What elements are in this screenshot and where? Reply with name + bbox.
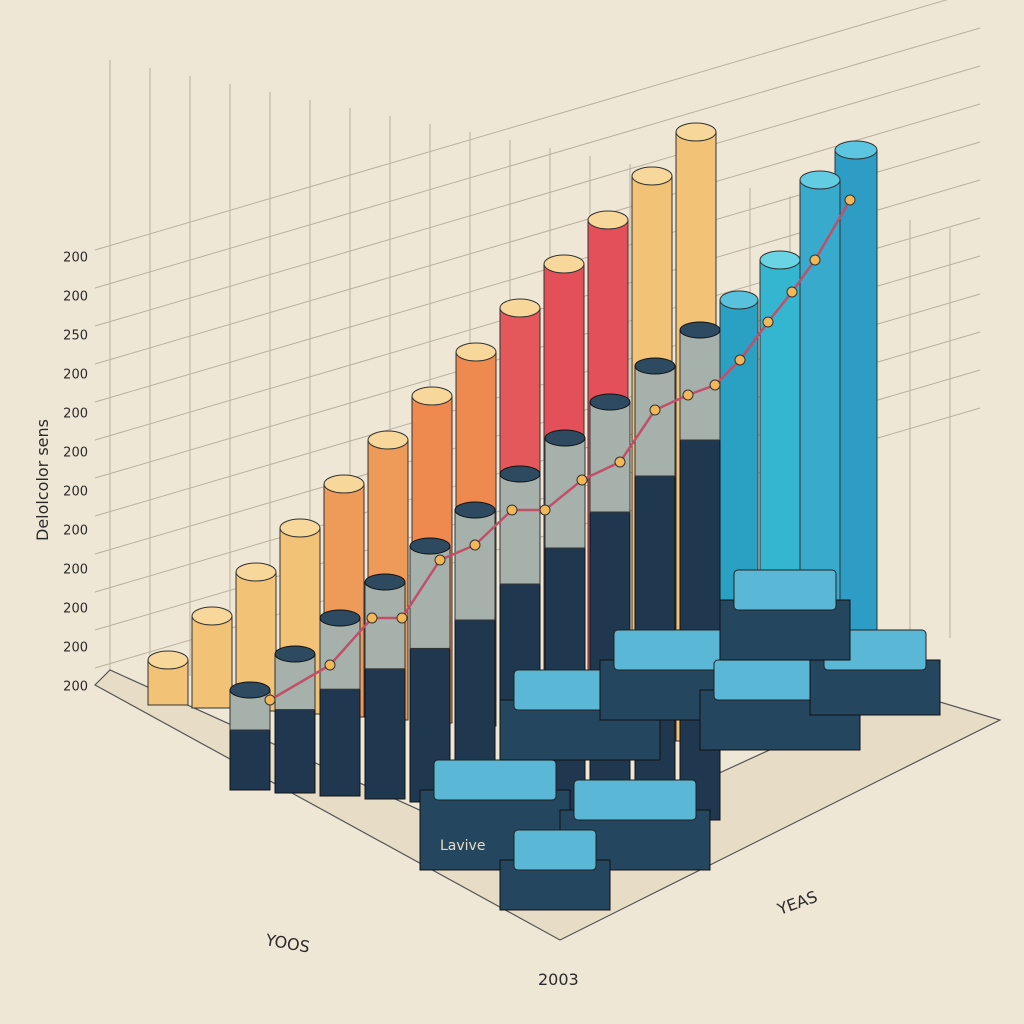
bar-cap	[587, 210, 629, 230]
trend-dot	[434, 554, 446, 566]
bar-cap	[147, 650, 189, 670]
bar-cap	[274, 645, 316, 663]
trend-dot	[809, 254, 821, 266]
trend-dot	[539, 504, 551, 516]
bar-cap	[319, 609, 361, 627]
bar-body	[191, 615, 233, 709]
y-axis-labels: 200 200 250 200 200 200 200 200 200 200 200 200	[63, 251, 88, 695]
grid-line	[94, 103, 981, 365]
trend-dot	[506, 504, 518, 516]
trend-dot	[614, 456, 626, 468]
bar-cap	[235, 562, 277, 582]
bar-cap	[589, 393, 631, 411]
trend-dot	[709, 379, 721, 391]
bar-cap	[279, 518, 321, 538]
trend-dot	[264, 694, 276, 706]
bar-cap	[679, 321, 721, 339]
bar-cap	[543, 254, 585, 274]
bar-cap	[499, 298, 541, 318]
bar-segment	[364, 581, 406, 670]
trend-dot	[469, 539, 481, 551]
y-tick-label: 200	[63, 368, 88, 383]
bar-cap	[409, 537, 451, 555]
trend-dot	[844, 194, 856, 206]
box-label: Lavive	[440, 838, 485, 854]
bar-cap	[229, 681, 271, 699]
trend-dot	[366, 612, 378, 624]
y-axis-title: Delolcolor sens	[33, 419, 52, 541]
bar-cap	[759, 250, 801, 270]
trend-dot	[762, 316, 774, 328]
bar-cap	[634, 357, 676, 375]
trend-dot	[734, 354, 746, 366]
device-screen	[733, 569, 837, 611]
bar-cap	[799, 170, 841, 190]
y-tick-label: 200	[63, 407, 88, 422]
bar-segment	[274, 653, 316, 711]
bar-cap	[631, 166, 673, 186]
grid-line	[94, 0, 948, 251]
trend-dot	[576, 474, 588, 486]
bar-segment	[634, 365, 676, 477]
y-tick-label: 200	[63, 446, 88, 461]
bar-cap	[719, 290, 759, 310]
bar-cap	[454, 501, 496, 519]
bar-cap	[544, 429, 586, 447]
device-screen	[513, 829, 597, 871]
trend-dot	[324, 659, 336, 671]
bar-cap	[499, 465, 541, 483]
bar-segment	[454, 509, 496, 621]
bar-cap	[367, 430, 409, 450]
y-tick-label: 200	[63, 641, 88, 656]
bar-cap	[364, 573, 406, 591]
y-tick-label: 250	[63, 329, 88, 344]
bar-cap	[323, 474, 365, 494]
trend-dot	[649, 404, 661, 416]
y-tick-label: 200	[63, 251, 88, 266]
bar-cap	[191, 606, 233, 626]
corner-label: 2003	[538, 970, 579, 989]
grid-line	[94, 27, 981, 289]
y-tick-label: 200	[63, 524, 88, 539]
bar-cap	[834, 140, 878, 160]
y-tick-label: 200	[63, 290, 88, 305]
bar-cap	[455, 342, 497, 362]
bar-cap	[411, 386, 453, 406]
device-screen	[573, 779, 697, 821]
device-screen	[433, 759, 557, 801]
grid-line	[94, 65, 981, 327]
trend-dot	[396, 612, 408, 624]
y-tick-label: 200	[63, 680, 88, 695]
bar-segment	[499, 473, 541, 585]
y-tick-label: 200	[63, 563, 88, 578]
bar-body	[719, 299, 759, 621]
bars: Lavive	[147, 122, 941, 911]
trend-dot	[786, 286, 798, 298]
bar-body	[834, 149, 878, 651]
y-tick-label: 200	[63, 485, 88, 500]
y-tick-label: 200	[63, 602, 88, 617]
bar-cap	[675, 122, 717, 142]
trend-dot	[682, 389, 694, 401]
